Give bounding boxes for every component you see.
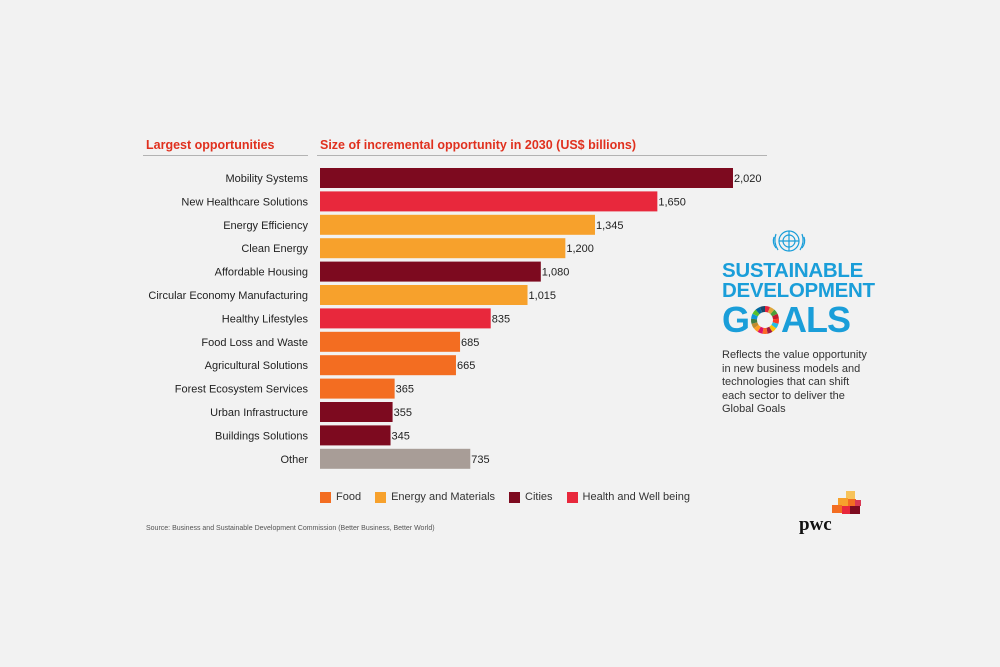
sdg-goals-word: G ALS xyxy=(722,299,851,340)
value-label-other: 735 xyxy=(471,454,489,466)
sdg-title: SUSTAINABLE DEVELOPMENT xyxy=(722,259,875,302)
bar-healthy-lifestyles xyxy=(320,308,491,329)
bar-chart: Mobility Systems 2,020 New Healthcare Solu… xyxy=(148,168,762,469)
value-label-mobility-systems: 2,020 xyxy=(734,173,762,185)
value-label-forest-ecosystem-services: 365 xyxy=(396,384,414,396)
legend-label-cities: Cities xyxy=(525,491,553,503)
value-label-new-healthcare-solutions: 1,650 xyxy=(658,196,686,208)
category-label-affordable-housing: Affordable Housing xyxy=(215,267,308,279)
legend-swatch-health xyxy=(566,491,578,503)
legend-item-health: Health and Well being xyxy=(566,491,690,503)
header-rule-right xyxy=(317,155,767,156)
category-label-agricultural-solutions: Agricultural Solutions xyxy=(205,360,309,372)
bar-food-loss-and-waste xyxy=(320,331,461,352)
value-label-food-loss-and-waste: 685 xyxy=(461,337,479,349)
category-label-new-healthcare-solutions: New Healthcare Solutions xyxy=(181,196,308,208)
sdg-goals-g: G xyxy=(722,299,750,340)
sdg-goals-rest: ALS xyxy=(781,299,851,340)
sdg-color-wheel-icon xyxy=(751,306,780,334)
bar-clean-energy xyxy=(320,238,566,259)
category-label-food-loss-and-waste: Food Loss and Waste xyxy=(201,337,308,349)
category-label-energy-efficiency: Energy Efficiency xyxy=(223,220,308,232)
value-label-agricultural-solutions: 665 xyxy=(457,360,475,372)
category-label-buildings-solutions: Buildings Solutions xyxy=(215,430,308,442)
value-label-clean-energy: 1,200 xyxy=(566,243,594,255)
bar-other xyxy=(320,448,471,469)
sdg-description: Reflects the value opportunity in new bu… xyxy=(722,349,867,415)
chart-legend: Food Energy and Materials Cities Health … xyxy=(320,491,704,503)
pwc-logo-wordmark: pwc xyxy=(799,514,832,535)
value-label-buildings-solutions: 345 xyxy=(392,430,410,442)
header-rule-left xyxy=(143,155,308,156)
category-label-mobility-systems: Mobility Systems xyxy=(225,173,308,185)
source-note: Source: Business and Sustainable Develop… xyxy=(146,525,435,532)
category-label-clean-energy: Clean Energy xyxy=(241,243,308,255)
bar-agricultural-solutions xyxy=(320,355,456,376)
bar-mobility-systems xyxy=(320,168,733,188)
bar-affordable-housing xyxy=(320,261,541,282)
bar-buildings-solutions xyxy=(320,425,391,446)
legend-label-energy-materials: Energy and Materials xyxy=(391,491,496,503)
value-label-healthy-lifestyles: 835 xyxy=(492,313,510,325)
header-largest-opportunities: Largest opportunities xyxy=(146,138,275,152)
un-emblem-icon xyxy=(772,230,806,252)
value-label-energy-efficiency: 1,345 xyxy=(596,220,624,232)
bar-new-healthcare-solutions xyxy=(320,191,658,212)
category-label-forest-ecosystem-services: Forest Ecosystem Services xyxy=(175,384,309,396)
sdg-line-development: DEVELOPMENT xyxy=(722,279,875,302)
legend-swatch-energy-materials xyxy=(375,491,387,503)
category-label-circular-economy-manufacturing: Circular Economy Manufacturing xyxy=(148,290,308,302)
bar-circular-economy-manufacturing xyxy=(320,285,528,305)
bar-urban-infrastructure xyxy=(320,402,393,422)
legend-swatch-food xyxy=(320,491,331,503)
legend-item-energy-materials: Energy and Materials xyxy=(375,491,495,503)
category-label-other: Other xyxy=(280,454,308,466)
header-opportunity-size: Size of incremental opportunity in 2030 … xyxy=(320,138,637,152)
value-label-affordable-housing: 1,080 xyxy=(542,267,570,279)
bar-forest-ecosystem-services xyxy=(320,378,395,399)
category-label-urban-infrastructure: Urban Infrastructure xyxy=(210,407,308,419)
legend-item-cities: Cities xyxy=(509,491,553,503)
sdg-line-sustainable: SUSTAINABLE xyxy=(722,259,863,282)
legend-label-food: Food xyxy=(336,491,362,503)
value-label-urban-infrastructure: 355 xyxy=(394,407,412,419)
legend-label-health: Health and Well being xyxy=(582,491,690,503)
legend-swatch-cities xyxy=(509,491,521,503)
legend-item-food: Food xyxy=(320,491,361,503)
pwc-logo-blocks-icon xyxy=(832,491,861,514)
bar-energy-efficiency xyxy=(320,214,595,235)
category-label-healthy-lifestyles: Healthy Lifestyles xyxy=(222,313,309,325)
value-label-circular-economy-manufacturing: 1,015 xyxy=(529,290,557,302)
